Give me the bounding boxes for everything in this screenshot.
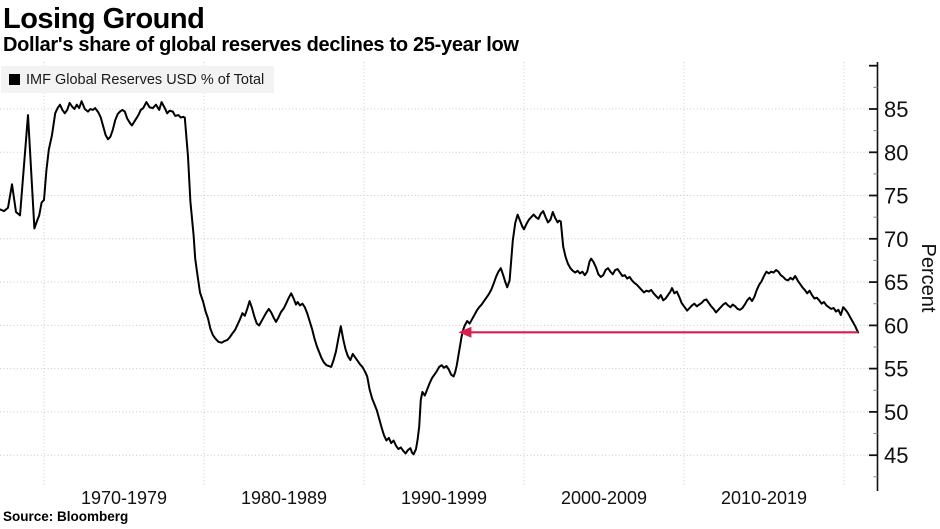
x-axis-tick-label: 2010-2019: [721, 488, 807, 508]
y-axis-tick-label: 80: [884, 140, 908, 165]
y-axis-tick-label: 85: [884, 97, 908, 122]
annotation-arrow-head: [458, 326, 472, 338]
y-axis-tick-label: 45: [884, 443, 908, 468]
legend: IMF Global Reserves USD % of Total: [1, 66, 275, 93]
source-credit: Source: Bloomberg: [3, 509, 129, 524]
chart-subtitle: Dollar's share of global reserves declin…: [3, 34, 519, 56]
x-axis-tick-label: 1970-1979: [81, 488, 167, 508]
y-axis-tick-label: 75: [884, 184, 908, 209]
y-axis-tick-label: 70: [884, 227, 908, 252]
y-axis-title: Percent: [917, 244, 939, 313]
legend-swatch-icon: [9, 74, 20, 85]
x-axis-tick-label: 2000-2009: [561, 488, 647, 508]
y-axis-tick-label: 60: [884, 313, 908, 338]
chart-title: Losing Ground: [3, 3, 205, 35]
legend-label: IMF Global Reserves USD % of Total: [26, 71, 265, 88]
x-axis-tick-label: 1980-1989: [241, 488, 327, 508]
y-axis-tick-label: 65: [884, 270, 908, 295]
series-line: [0, 100, 860, 456]
y-axis-tick-label: 50: [884, 400, 908, 425]
x-axis-tick-label: 1990-1999: [401, 488, 487, 508]
y-axis-tick-label: 55: [884, 357, 908, 382]
